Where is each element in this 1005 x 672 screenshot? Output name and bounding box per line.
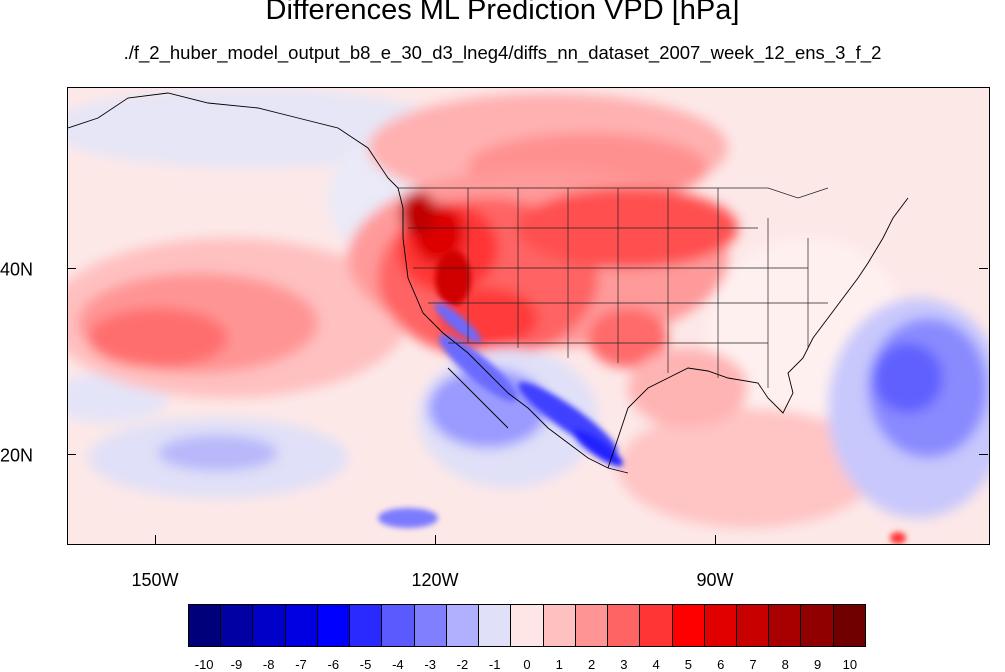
colorbar-label: 0 [523, 657, 531, 672]
colorbar-swatch [350, 605, 383, 646]
state-borders [398, 187, 829, 388]
colorbar-label: -9 [230, 657, 243, 672]
colorbar-swatch [704, 605, 737, 646]
colorbar-swatch [479, 605, 512, 646]
colorbar-swatch [511, 605, 544, 646]
colorbar-label: -2 [456, 657, 469, 672]
colorbar-swatch [253, 605, 286, 646]
map-title: Differences ML Prediction VPD [hPa] [265, 0, 740, 26]
colorbar-label: -5 [359, 657, 372, 672]
map-subtitle: ./f_2_huber_model_output_b8_e_30_d3_lneg… [123, 42, 882, 63]
colorbar-label: -7 [295, 657, 307, 672]
colorbar-label: 9 [813, 657, 822, 672]
vpd-difference-field [68, 88, 989, 544]
colorbar-label: -3 [424, 657, 436, 672]
colorbar-swatch [575, 605, 609, 646]
colorbar-label: 2 [587, 657, 596, 672]
map-plot-area [67, 87, 990, 545]
colorbar-label: -4 [392, 657, 404, 672]
colorbar-label: 4 [652, 657, 660, 672]
colorbar-label: -8 [262, 657, 275, 672]
colorbar-swatch [608, 605, 641, 646]
colorbar-label: 6 [717, 657, 725, 672]
colorbar-swatch [382, 605, 415, 646]
lat-label-20n: 20N [0, 445, 34, 466]
colorbar-swatch [221, 605, 254, 646]
lon-label-150w: 150W [131, 570, 179, 590]
lat-tick-40n-left [67, 268, 76, 269]
lon-tick-90w [715, 535, 716, 544]
lat-label-40n: 40N [0, 259, 34, 280]
colorbar-swatch [543, 605, 576, 646]
colorbar-swatch [414, 605, 447, 646]
colorbar-swatch [446, 605, 480, 646]
lat-tick-40n-right [979, 268, 988, 269]
colorbar [188, 604, 866, 647]
colorbar-swatch [317, 605, 351, 646]
colorbar-label: -6 [327, 657, 340, 672]
colorbar-swatch [769, 605, 802, 646]
colorbar-label: 5 [684, 657, 693, 672]
lat-tick-20n-right [979, 454, 988, 455]
lon-tick-120w [435, 535, 436, 544]
colorbar-label: 8 [781, 657, 789, 672]
colorbar-swatch [285, 605, 318, 646]
colorbar-swatch [672, 605, 705, 646]
colorbar-swatch [736, 605, 770, 646]
colorbar-swatch [801, 605, 834, 646]
colorbar-swatch [833, 605, 865, 646]
coastline-outline [68, 92, 909, 474]
colorbar-label: 1 [555, 657, 563, 672]
colorbar-label: 7 [749, 657, 757, 672]
lon-label-120w: 120W [411, 570, 459, 590]
colorbar-label: 10 [842, 657, 858, 672]
lat-tick-20n-left [67, 454, 76, 455]
colorbar-label: 3 [620, 657, 628, 672]
colorbar-swatch [640, 605, 673, 646]
colorbar-label: -10 [194, 657, 214, 672]
colorbar-label: -1 [488, 657, 501, 672]
lon-label-90w: 90W [696, 570, 734, 590]
colorbar-swatch [189, 605, 222, 646]
lon-tick-150w [155, 535, 156, 544]
